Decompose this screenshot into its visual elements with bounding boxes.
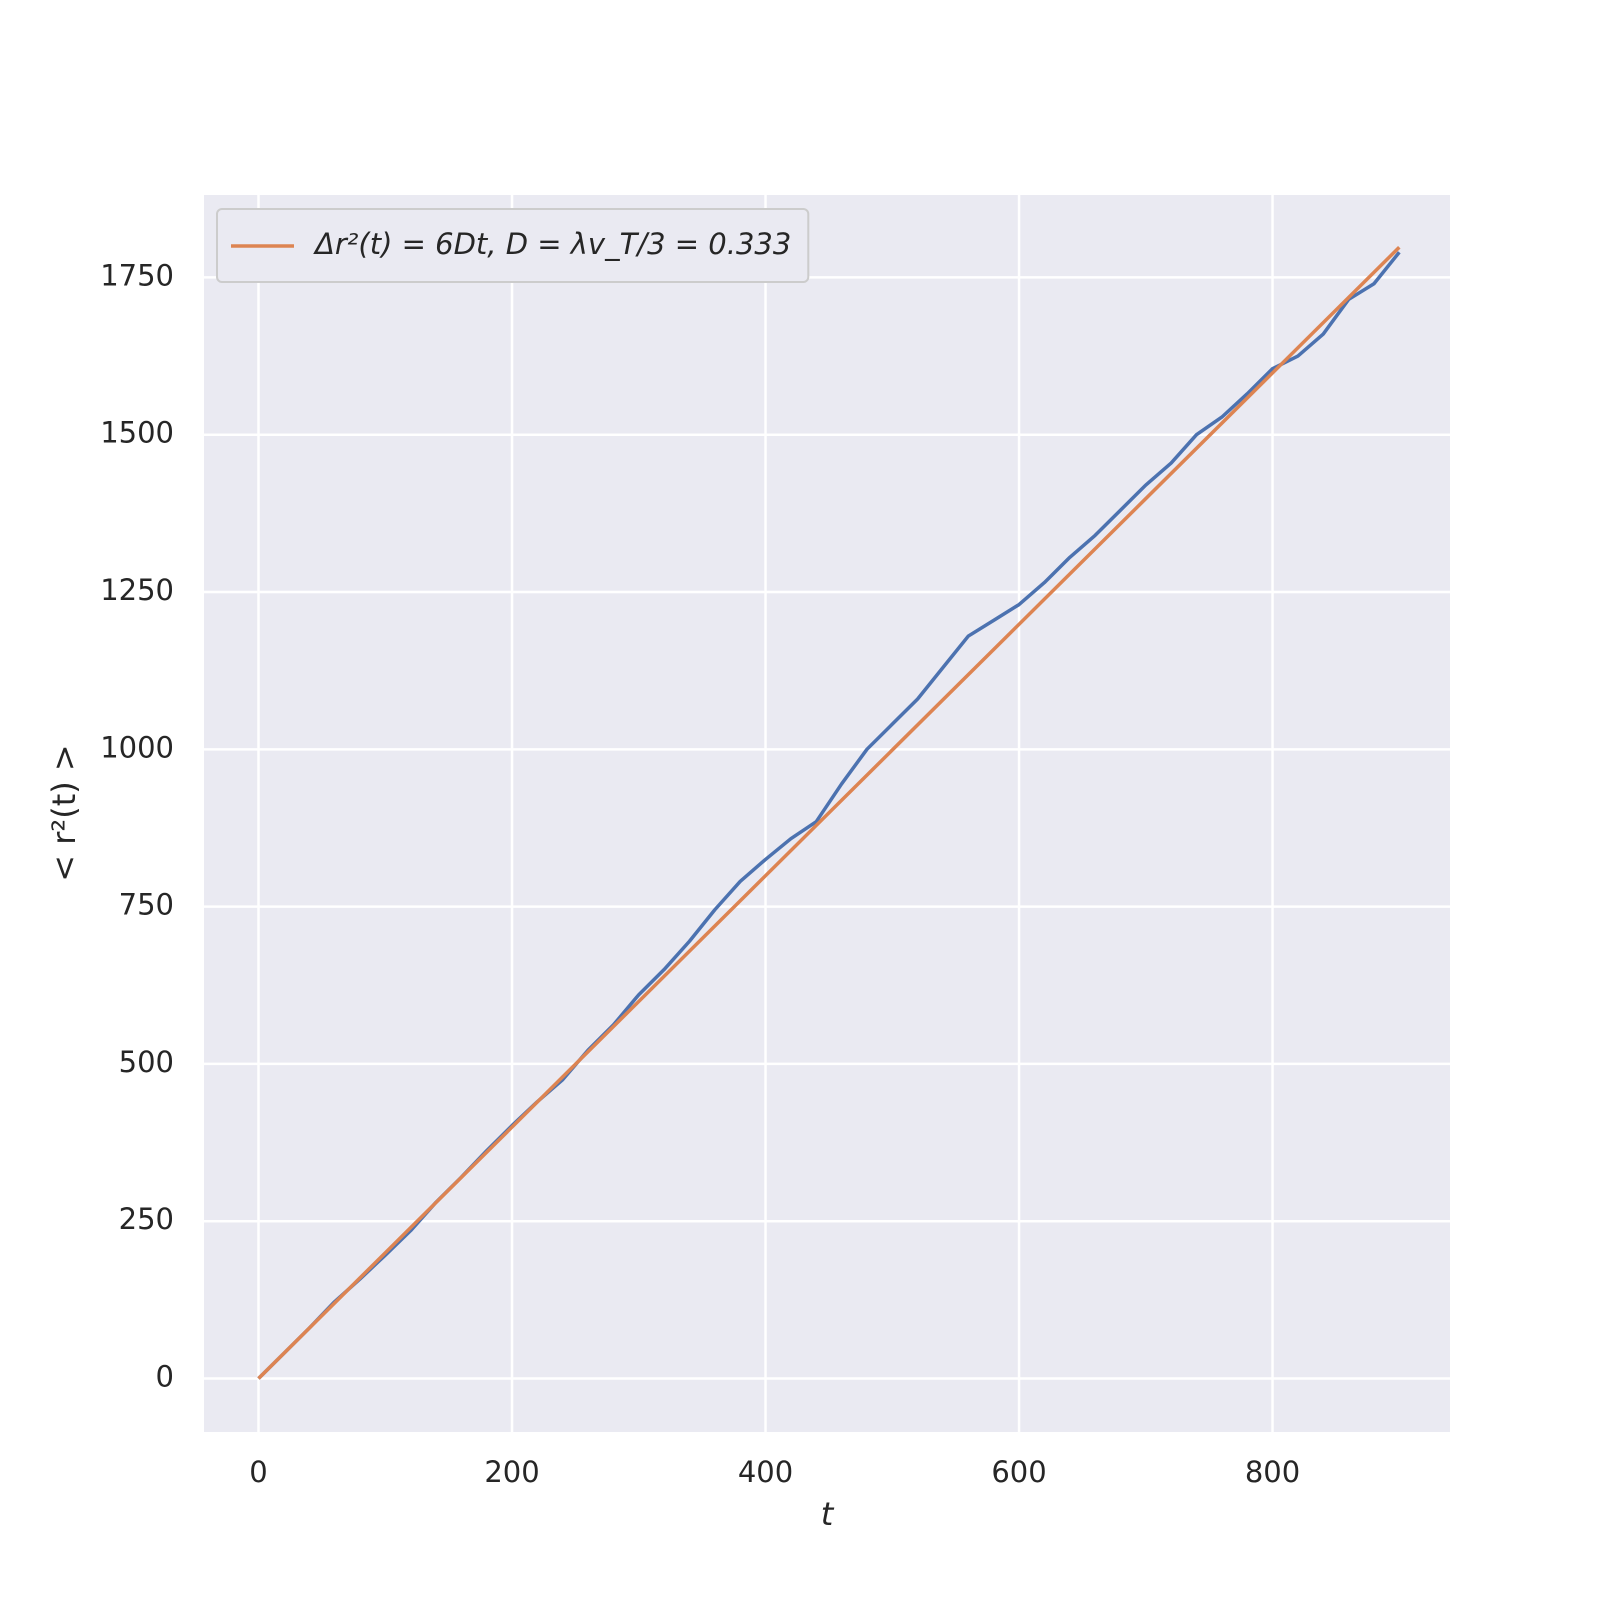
y-axis-label: < r²(t) > — [45, 744, 83, 881]
legend: Δr²(t) = 6Dt, D = λv_T/3 = 0.333 — [216, 208, 810, 283]
legend-box — [216, 208, 810, 283]
y-tick-label: 1000 — [100, 730, 174, 764]
y-tick-label: 1500 — [100, 416, 174, 450]
x-axis-label: t — [821, 1495, 835, 1533]
x-tick-label: 800 — [1245, 1455, 1300, 1489]
y-tick-label: 1750 — [100, 258, 174, 292]
y-tick-label: 0 — [156, 1360, 174, 1394]
x-tick-label: 600 — [991, 1455, 1046, 1489]
y-tick-label: 1250 — [100, 573, 174, 607]
y-tick-label: 250 — [119, 1202, 174, 1236]
y-tick-label: 500 — [119, 1045, 174, 1079]
legend-label: Δr²(t) = 6Dt, D = λv_T/3 = 0.333 — [313, 227, 791, 261]
lines — [257, 245, 1401, 1380]
x-tick-label: 0 — [249, 1455, 267, 1489]
x-tick-label: 200 — [484, 1455, 539, 1489]
x-tick-label: 400 — [738, 1455, 793, 1489]
series-line — [257, 245, 1401, 1380]
y-tick-label: 750 — [119, 888, 174, 922]
